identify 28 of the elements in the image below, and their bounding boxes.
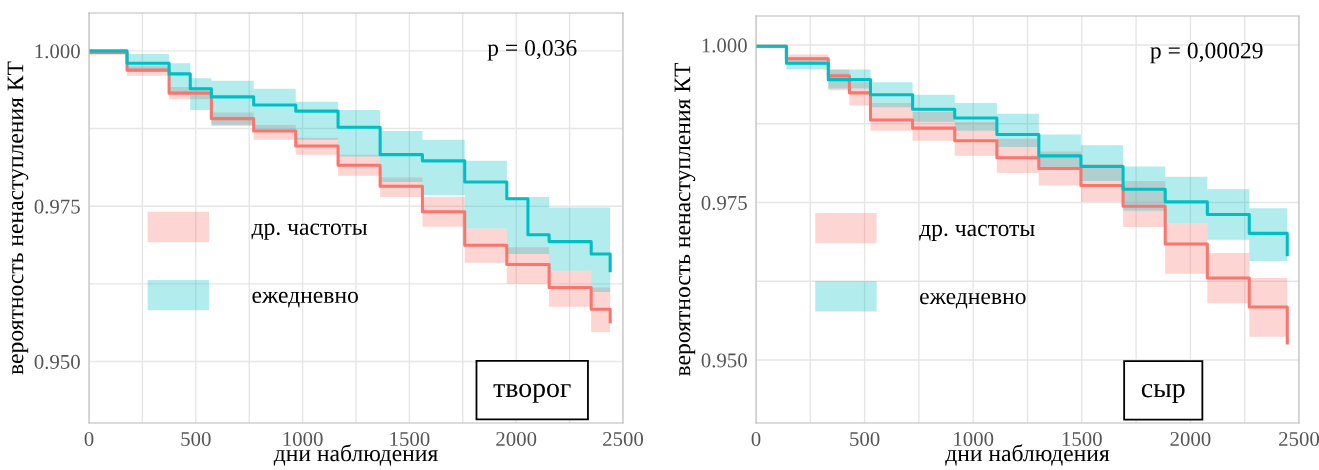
annotation: творог (493, 383, 571, 403)
legend-label: др. частоты (251, 223, 368, 240)
annotation: p = 0,036 (487, 39, 577, 61)
x-tick-label: 500 (181, 431, 211, 446)
x-tick-label: 0 (84, 431, 94, 446)
x-tick-label: 0 (751, 431, 761, 446)
y-tick-label: 0.975 (701, 195, 747, 211)
annotation: сыр (1141, 384, 1185, 404)
y-tick-label: 1.000 (702, 38, 747, 53)
legend-label: ежедневно (920, 292, 1026, 309)
x-tick-label: 2000 (1170, 431, 1211, 446)
x-tick-label: 1000 (283, 431, 323, 446)
x-tick-label: 500 (850, 431, 880, 446)
x-tick-label: 1500 (1062, 431, 1102, 446)
x-tick-label: 1500 (390, 431, 430, 446)
x-tick-label: 1000 (954, 431, 994, 446)
y-tick-label: 0.950 (701, 353, 747, 368)
x-tick-label: 2500 (603, 431, 644, 446)
legend-label: др. частоты (919, 224, 1035, 241)
x-tick-label: 2500 (1279, 431, 1319, 446)
legend-label: ежедневно (252, 291, 358, 308)
y-axis-title: вероятность ненаступления КТ (7, 61, 29, 375)
y-axis-title: вероятность ненаступления КТ (674, 62, 696, 377)
y-tick-label: 0.975 (34, 199, 80, 214)
y-tick-label: 1.000 (35, 44, 80, 59)
x-tick-label: 2000 (496, 431, 537, 446)
y-tick-label: 0.950 (34, 354, 80, 370)
annotation: p = 0,00029 (1150, 42, 1263, 64)
